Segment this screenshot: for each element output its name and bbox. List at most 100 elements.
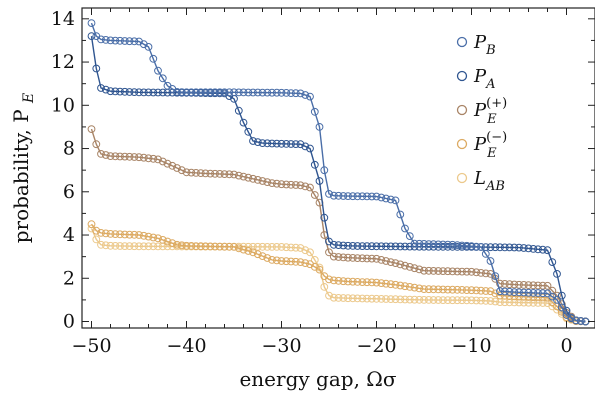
data-point (538, 245, 547, 254)
data-point (377, 193, 386, 202)
data-point (429, 296, 438, 304)
data-point (453, 241, 462, 250)
data-point (296, 244, 305, 252)
data-point (253, 88, 262, 97)
data-point (443, 242, 452, 251)
data-point (500, 287, 509, 296)
data-point (116, 230, 124, 239)
data-point (130, 153, 139, 161)
data-point (434, 242, 443, 251)
data-point (263, 178, 272, 187)
data-point (420, 285, 428, 294)
data-point (325, 275, 333, 284)
data-point (458, 241, 466, 250)
data-point (505, 243, 514, 252)
data-point (97, 229, 105, 237)
data-point (344, 192, 352, 201)
data-point (448, 240, 457, 249)
data-point (363, 254, 371, 263)
data-point (125, 230, 134, 239)
data-point (410, 239, 419, 248)
data-point (211, 169, 219, 178)
data-point (553, 296, 561, 304)
data-point (534, 245, 542, 254)
data-point (515, 292, 523, 301)
data-point (396, 242, 405, 251)
data-point (163, 237, 172, 246)
legend-item-4: LAB (456, 168, 505, 194)
data-point (306, 144, 314, 153)
data-point (301, 182, 310, 191)
data-point (225, 170, 234, 179)
data-point (405, 295, 414, 304)
data-point (472, 242, 481, 251)
data-point (434, 240, 443, 249)
data-point (329, 276, 338, 285)
data-point (401, 224, 409, 233)
data-point (524, 288, 533, 297)
data-point (410, 283, 419, 292)
data-point (177, 241, 186, 250)
data-point (391, 196, 400, 205)
data-point (258, 88, 267, 97)
data-point (429, 240, 438, 249)
data-point (291, 89, 300, 98)
data-point (382, 242, 390, 251)
data-point (130, 230, 139, 239)
data-point (443, 267, 452, 276)
data-point (358, 242, 367, 251)
data-point (344, 277, 352, 286)
data-point (101, 241, 110, 250)
data-point (458, 267, 466, 276)
data-point (244, 247, 253, 255)
data-point (182, 88, 191, 97)
data-point (348, 192, 357, 201)
data-point (268, 179, 276, 188)
data-point (467, 267, 476, 276)
data-point (420, 266, 428, 275)
data-point (415, 239, 424, 248)
data-point (282, 257, 291, 266)
data-point (415, 295, 424, 304)
data-point (196, 242, 205, 251)
data-point (420, 240, 428, 248)
data-point (325, 190, 333, 198)
data-point (277, 243, 286, 251)
data-point (87, 32, 96, 40)
data-point (163, 159, 172, 168)
data-point (173, 164, 181, 172)
data-point (239, 245, 248, 254)
data-point (496, 291, 504, 300)
data-point (505, 292, 514, 301)
data-point (97, 35, 105, 44)
data-point (187, 88, 196, 97)
data-point (111, 242, 120, 250)
data-point (87, 220, 96, 229)
data-point (158, 236, 167, 244)
x-tick-label: −20 (356, 335, 396, 357)
data-point (201, 242, 210, 251)
data-point (310, 191, 319, 199)
legend-marker (456, 138, 468, 150)
data-point (187, 168, 196, 177)
series-2 (87, 125, 590, 326)
data-point (439, 267, 447, 276)
y-tick-label: 0 (63, 311, 75, 333)
legend-item-3: P(−) E (456, 130, 507, 161)
data-point (496, 287, 504, 296)
data-point (462, 267, 471, 276)
data-point (220, 242, 229, 251)
data-point (239, 172, 248, 181)
data-point (410, 264, 419, 273)
data-point (106, 152, 115, 161)
data-point (529, 245, 538, 253)
legend-label: P(−) E (473, 130, 507, 161)
data-point (515, 280, 523, 289)
data-point (287, 180, 295, 189)
data-point (443, 285, 452, 294)
data-point (315, 265, 324, 274)
data-point (120, 152, 129, 161)
data-point (353, 254, 362, 263)
data-point (325, 291, 333, 300)
data-point (220, 88, 229, 97)
